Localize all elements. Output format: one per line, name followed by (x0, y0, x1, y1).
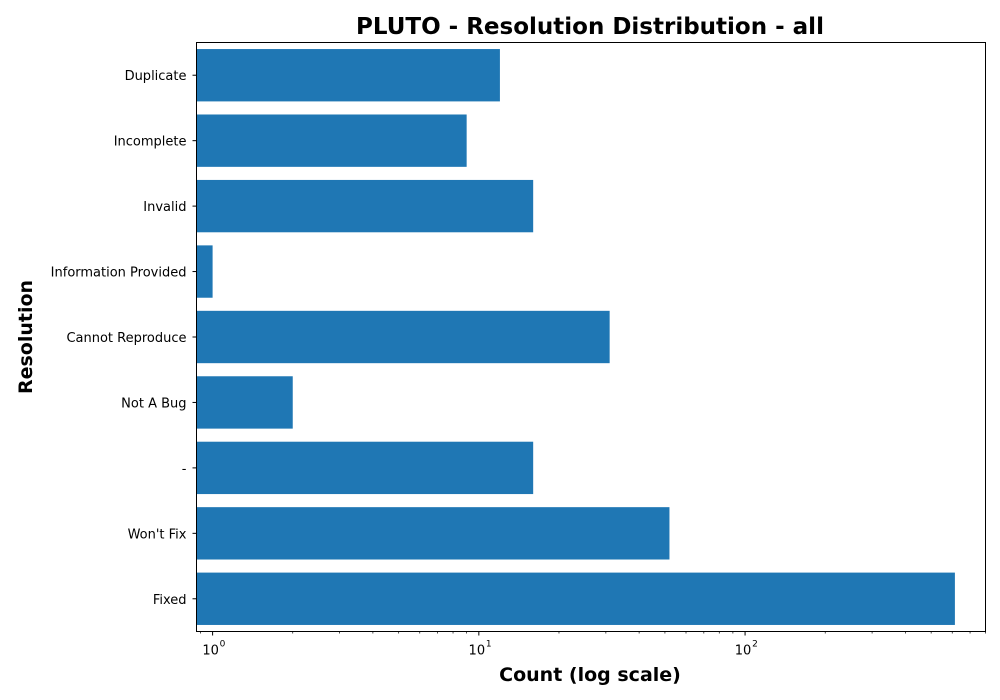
y-tick-label: Information Provided (51, 266, 187, 281)
chart-title: PLUTO - Resolution Distribution - all (356, 14, 824, 40)
bar (196, 310, 610, 364)
x-tick-exponent: 0 (220, 640, 226, 650)
y-tick-label: Duplicate (125, 69, 187, 84)
x-tick-exponent: 2 (752, 640, 758, 650)
y-tick-label: Invalid (143, 200, 186, 215)
bar (196, 441, 534, 495)
y-tick-label: Incomplete (114, 135, 187, 150)
y-tick-label: Won't Fix (128, 527, 187, 542)
x-axis-ticks: 10 0 10 1 10 2 (200, 631, 986, 659)
y-tick-label: Fixed (153, 593, 187, 608)
y-tick-label: Cannot Reproduce (66, 331, 186, 346)
x-tick-label: 10 0 (202, 640, 225, 659)
bar (196, 114, 467, 167)
bar (196, 49, 500, 102)
bar (196, 179, 534, 233)
x-axis-label: Count (log scale) (499, 664, 681, 686)
x-tick-label: 10 2 (735, 640, 758, 659)
y-tick-label: - (182, 462, 187, 477)
bars-group (196, 49, 955, 625)
bar (196, 376, 293, 429)
x-tick-label: 10 1 (469, 640, 492, 659)
x-tick-exponent: 1 (486, 640, 492, 650)
bar (196, 507, 670, 560)
y-axis-label: Resolution (15, 280, 37, 394)
x-tick-base: 10 (469, 644, 486, 659)
y-tick-label: Not A Bug (121, 396, 186, 411)
x-tick-base: 10 (735, 644, 752, 659)
x-tick-base: 10 (202, 644, 219, 659)
bar (196, 245, 213, 298)
plot-area-frame (196, 42, 986, 632)
y-axis-ticks: Fixed Won't Fix - Not A Bug Cannot Reproduce… (51, 69, 197, 608)
bar (196, 572, 955, 625)
